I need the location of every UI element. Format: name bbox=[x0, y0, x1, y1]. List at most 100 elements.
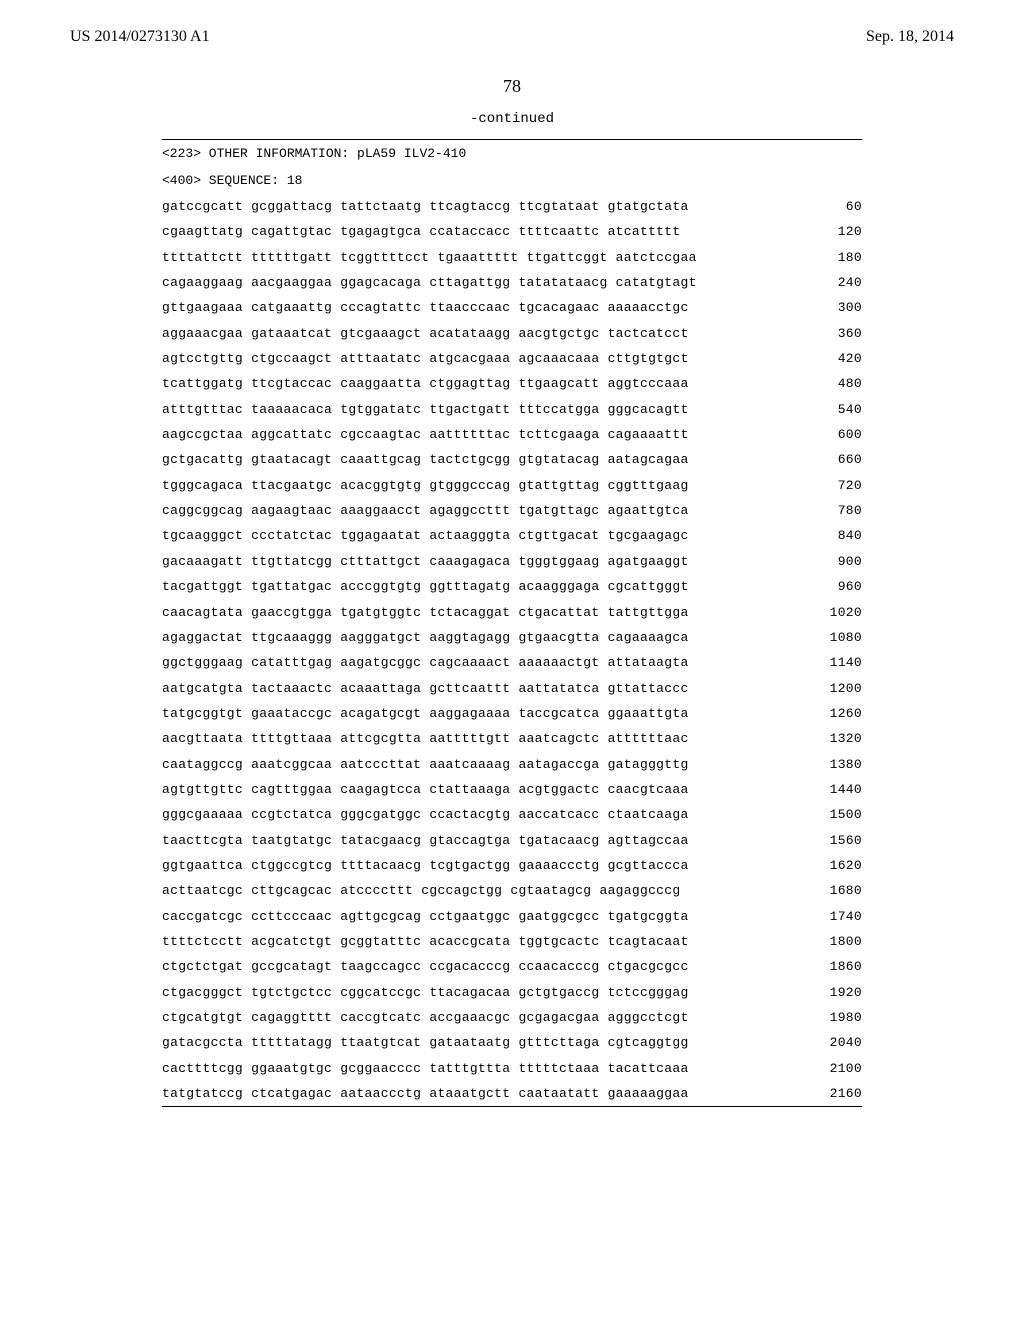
sequence-position: 300 bbox=[812, 295, 862, 320]
sequence-row: gatacgccta tttttatagg ttaatgtcat gataata… bbox=[162, 1030, 862, 1055]
sequence-position: 360 bbox=[812, 321, 862, 346]
sequence-row: ttttctcctt acgcatctgt gcggtatttc acaccgc… bbox=[162, 929, 862, 954]
sequence-position: 1020 bbox=[812, 600, 862, 625]
sequence-row: caacagtata gaaccgtgga tgatgtggtc tctacag… bbox=[162, 600, 862, 625]
sequence-groups: cgaagttatg cagattgtac tgagagtgca ccatacc… bbox=[162, 219, 680, 244]
sequence-row: aggaaacgaa gataaatcat gtcgaaagct acatata… bbox=[162, 321, 862, 346]
sequence-groups: ctgcatgtgt cagaggtttt caccgtcatc accgaaa… bbox=[162, 1005, 689, 1030]
sequence-groups: atttgtttac taaaaacaca tgtggatatc ttgactg… bbox=[162, 397, 689, 422]
sequence-row: agtcctgttg ctgccaagct atttaatatc atgcacg… bbox=[162, 346, 862, 371]
sequence-row: ggtgaattca ctggccgtcg ttttacaacg tcgtgac… bbox=[162, 853, 862, 878]
sequence-groups: gttgaagaaa catgaaattg cccagtattc ttaaccc… bbox=[162, 295, 689, 320]
sequence-groups: cacttttcgg ggaaatgtgc gcggaacccc tatttgt… bbox=[162, 1056, 689, 1081]
sequence-groups: caacagtata gaaccgtgga tgatgtggtc tctacag… bbox=[162, 600, 689, 625]
sequence-row: caataggccg aaatcggcaa aatcccttat aaatcaa… bbox=[162, 752, 862, 777]
sequence-row: tcattggatg ttcgtaccac caaggaatta ctggagt… bbox=[162, 371, 862, 396]
sequence-position: 120 bbox=[812, 219, 862, 244]
sequence-groups: ggctgggaag catatttgag aagatgcggc cagcaaa… bbox=[162, 650, 689, 675]
sequence-groups: agaggactat ttgcaaaggg aagggatgct aaggtag… bbox=[162, 625, 689, 650]
sequence-groups: caccgatcgc ccttcccaac agttgcgcag cctgaat… bbox=[162, 904, 689, 929]
sequence-position: 840 bbox=[812, 523, 862, 548]
sequence-row: agtgttgttc cagtttggaa caagagtcca ctattaa… bbox=[162, 777, 862, 802]
sequence-position: 660 bbox=[812, 447, 862, 472]
bottom-divider bbox=[162, 1106, 862, 1107]
sequence-groups: ctgacgggct tgtctgctcc cggcatccgc ttacaga… bbox=[162, 980, 689, 1005]
sequence-position: 1500 bbox=[812, 802, 862, 827]
sequence-row: tatgcggtgt gaaataccgc acagatgcgt aaggaga… bbox=[162, 701, 862, 726]
sequence-position: 1080 bbox=[812, 625, 862, 650]
sequence-row: ctgacgggct tgtctgctcc cggcatccgc ttacaga… bbox=[162, 980, 862, 1005]
sequence-position: 1620 bbox=[812, 853, 862, 878]
sequence-position: 420 bbox=[812, 346, 862, 371]
sequence-row: caggcggcag aagaagtaac aaaggaacct agaggcc… bbox=[162, 498, 862, 523]
sequence-groups: tatgtatccg ctcatgagac aataaccctg ataaatg… bbox=[162, 1081, 689, 1106]
sequence-row: gggcgaaaaa ccgtctatca gggcgatggc ccactac… bbox=[162, 802, 862, 827]
sequence-groups: gctgacattg gtaatacagt caaattgcag tactctg… bbox=[162, 447, 689, 472]
sequence-position: 1380 bbox=[812, 752, 862, 777]
sequence-position: 900 bbox=[812, 549, 862, 574]
sequence-groups: tcattggatg ttcgtaccac caaggaatta ctggagt… bbox=[162, 371, 689, 396]
sequence-row: gacaaagatt ttgttatcgg ctttattgct caaagag… bbox=[162, 549, 862, 574]
sequence-groups: aagccgctaa aggcattatc cgccaagtac aattttt… bbox=[162, 422, 689, 447]
sequence-row: aacgttaata ttttgttaaa attcgcgtta aattttt… bbox=[162, 726, 862, 751]
sequence-row: gttgaagaaa catgaaattg cccagtattc ttaaccc… bbox=[162, 295, 862, 320]
sequence-row: ttttattctt ttttttgatt tcggttttcct tgaaat… bbox=[162, 245, 862, 270]
sequence-position: 480 bbox=[812, 371, 862, 396]
sequence-groups: aggaaacgaa gataaatcat gtcgaaagct acatata… bbox=[162, 321, 689, 346]
sequence-position: 1920 bbox=[812, 980, 862, 1005]
sequence-position: 1800 bbox=[812, 929, 862, 954]
sequence-row: taacttcgta taatgtatgc tatacgaacg gtaccag… bbox=[162, 828, 862, 853]
sequence-position: 1860 bbox=[812, 954, 862, 979]
page-number: 78 bbox=[0, 76, 1024, 97]
sequence-position: 1320 bbox=[812, 726, 862, 751]
sequence-row: ggctgggaag catatttgag aagatgcggc cagcaaa… bbox=[162, 650, 862, 675]
sequence-row: ctgcatgtgt cagaggtttt caccgtcatc accgaaa… bbox=[162, 1005, 862, 1030]
publication-date: Sep. 18, 2014 bbox=[866, 28, 954, 46]
sequence-groups: aacgttaata ttttgttaaa attcgcgtta aattttt… bbox=[162, 726, 689, 751]
sequence-row: aagccgctaa aggcattatc cgccaagtac aattttt… bbox=[162, 422, 862, 447]
page-header: US 2014/0273130 A1 Sep. 18, 2014 bbox=[0, 0, 1024, 56]
sequence-row: tacgattggt tgattatgac acccggtgtg ggtttag… bbox=[162, 574, 862, 599]
sequence-row: cagaaggaag aacgaaggaa ggagcacaga cttagat… bbox=[162, 270, 862, 295]
sequence-row: tgggcagaca ttacgaatgc acacggtgtg gtgggcc… bbox=[162, 473, 862, 498]
sequence-position: 2100 bbox=[812, 1056, 862, 1081]
sequence-groups: gacaaagatt ttgttatcgg ctttattgct caaagag… bbox=[162, 549, 689, 574]
sequence-groups: tatgcggtgt gaaataccgc acagatgcgt aaggaga… bbox=[162, 701, 689, 726]
sequence-row: gctgacattg gtaatacagt caaattgcag tactctg… bbox=[162, 447, 862, 472]
sequence-position: 180 bbox=[812, 245, 862, 270]
sequence-groups: cagaaggaag aacgaaggaa ggagcacaga cttagat… bbox=[162, 270, 697, 295]
sequence-row: cacttttcgg ggaaatgtgc gcggaacccc tatttgt… bbox=[162, 1056, 862, 1081]
sequence-groups: tacgattggt tgattatgac acccggtgtg ggtttag… bbox=[162, 574, 689, 599]
sequence-groups: caataggccg aaatcggcaa aatcccttat aaatcaa… bbox=[162, 752, 689, 777]
sequence-groups: taacttcgta taatgtatgc tatacgaacg gtaccag… bbox=[162, 828, 689, 853]
sequence-row: gatccgcatt gcggattacg tattctaatg ttcagta… bbox=[162, 194, 862, 219]
sequence-groups: gatacgccta tttttatagg ttaatgtcat gataata… bbox=[162, 1030, 689, 1055]
sequence-groups: tgcaagggct ccctatctac tggagaatat actaagg… bbox=[162, 523, 689, 548]
sequence-position: 780 bbox=[812, 498, 862, 523]
sequence-groups: agtgttgttc cagtttggaa caagagtcca ctattaa… bbox=[162, 777, 689, 802]
sequence-position: 1560 bbox=[812, 828, 862, 853]
sequence-position: 1440 bbox=[812, 777, 862, 802]
sequence-row: aatgcatgta tactaaactc acaaattaga gcttcaa… bbox=[162, 676, 862, 701]
sequence-row: caccgatcgc ccttcccaac agttgcgcag cctgaat… bbox=[162, 904, 862, 929]
sequence-row: agaggactat ttgcaaaggg aagggatgct aaggtag… bbox=[162, 625, 862, 650]
sequence-position: 1200 bbox=[812, 676, 862, 701]
sequence-groups: aatgcatgta tactaaactc acaaattaga gcttcaa… bbox=[162, 676, 689, 701]
sequence-position: 540 bbox=[812, 397, 862, 422]
sequence-row: tgcaagggct ccctatctac tggagaatat actaagg… bbox=[162, 523, 862, 548]
sequence-rows: gatccgcatt gcggattacg tattctaatg ttcagta… bbox=[162, 194, 862, 1106]
sequence-position: 960 bbox=[812, 574, 862, 599]
sequence-groups: caggcggcag aagaagtaac aaaggaacct agaggcc… bbox=[162, 498, 689, 523]
sequence-position: 720 bbox=[812, 473, 862, 498]
sequence-groups: ttttctcctt acgcatctgt gcggtatttc acaccgc… bbox=[162, 929, 689, 954]
sequence-groups: acttaatcgc cttgcagcac atccccttt cgccagct… bbox=[162, 878, 680, 903]
sequence-groups: gggcgaaaaa ccgtctatca gggcgatggc ccactac… bbox=[162, 802, 689, 827]
patent-number: US 2014/0273130 A1 bbox=[70, 28, 210, 46]
sequence-groups: ctgctctgat gccgcatagt taagccagcc ccgacac… bbox=[162, 954, 689, 979]
sequence-position: 2040 bbox=[812, 1030, 862, 1055]
sequence-container: <223> OTHER INFORMATION: pLA59 ILV2-410 … bbox=[162, 140, 862, 1106]
sequence-position: 1260 bbox=[812, 701, 862, 726]
sequence-position: 240 bbox=[812, 270, 862, 295]
sequence-groups: ggtgaattca ctggccgtcg ttttacaacg tcgtgac… bbox=[162, 853, 689, 878]
sequence-row: atttgtttac taaaaacaca tgtggatatc ttgactg… bbox=[162, 397, 862, 422]
